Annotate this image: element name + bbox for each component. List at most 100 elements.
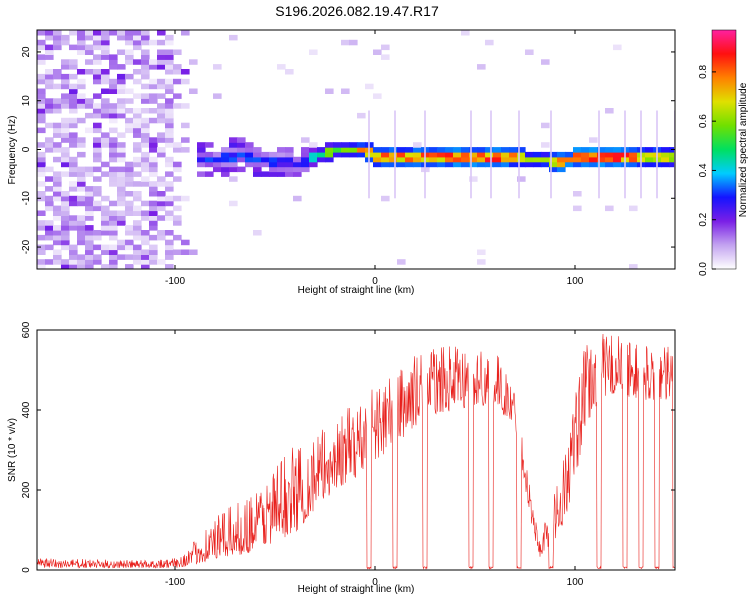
snr-y-label: SNR (10 * v/v)	[7, 418, 18, 482]
heatmap-cell	[597, 156, 606, 163]
heatmap-cell	[325, 88, 334, 94]
heatmap-cell	[101, 205, 110, 212]
heatmap-cell	[109, 78, 118, 85]
heatmap-cell	[37, 142, 46, 148]
heatmap-streak	[424, 110, 426, 199]
heatmap-cell	[69, 98, 78, 104]
heatmap-cell	[53, 83, 62, 90]
heatmap-cell	[93, 54, 102, 60]
heatmap-cell	[53, 195, 62, 202]
heatmap-cell	[133, 122, 142, 129]
heatmap-cell	[61, 210, 70, 216]
heatmap-cell	[141, 249, 150, 255]
heatmap-cell	[661, 147, 670, 153]
heatmap-cell	[413, 161, 422, 168]
heatmap-cell	[149, 117, 158, 124]
heatmap-cell	[37, 44, 46, 51]
heatmap-cell	[77, 93, 86, 99]
heatmap-cell	[133, 78, 142, 85]
heatmap-cell	[165, 200, 174, 207]
heatmap-cell	[277, 147, 286, 153]
heatmap-cell	[53, 205, 62, 212]
heatmap-cell	[285, 147, 294, 153]
heatmap-cell	[453, 147, 462, 153]
heatmap-cell	[149, 98, 158, 104]
heatmap-cell	[37, 59, 46, 65]
heatmap-cell	[485, 147, 494, 153]
heatmap-cell	[37, 151, 46, 158]
heatmap-cell	[661, 161, 670, 168]
heatmap-cell	[157, 205, 166, 212]
heatmap-cell	[77, 83, 86, 90]
heatmap-cell	[109, 254, 118, 260]
heatmap-cell	[141, 151, 150, 158]
heatmap-cell	[85, 98, 94, 104]
heatmap-cell	[173, 220, 182, 226]
heatmap-cell	[205, 171, 214, 177]
heatmap-cell	[229, 142, 238, 148]
heatmap-cell	[53, 39, 62, 46]
heatmap-cell	[373, 151, 382, 158]
heatmap-cell	[309, 147, 318, 153]
heatmap-cell	[229, 34, 238, 41]
heatmap-cell	[77, 254, 86, 260]
heatmap-cell	[109, 259, 118, 265]
heatmap-cell	[117, 220, 126, 226]
heatmap-cell	[277, 171, 286, 177]
heatmap-cell	[101, 54, 110, 60]
heatmap-cell	[589, 137, 598, 143]
heatmap-cell	[149, 181, 158, 187]
heatmap-cell	[85, 34, 94, 41]
heatmap-cell	[229, 166, 238, 173]
heatmap-cell	[125, 98, 134, 104]
heatmap-cell	[165, 181, 174, 187]
heatmap-cell	[141, 83, 150, 90]
heatmap-cell	[53, 156, 62, 163]
heatmap-cell	[285, 161, 294, 168]
heatmap-cell	[197, 156, 206, 163]
heatmap-cell	[117, 132, 126, 138]
heatmap-cell	[117, 73, 126, 80]
heatmap-cell	[77, 225, 86, 231]
snr-ticks: -100 0 100 0 200 400 600	[21, 321, 675, 588]
heatmap-cell	[53, 132, 62, 138]
heatmap-cell	[61, 200, 70, 207]
heatmap-cell	[117, 210, 126, 216]
heatmap-cell	[181, 137, 190, 143]
heatmap-cell	[61, 127, 70, 134]
heatmap-cell	[53, 210, 62, 216]
heatmap-cell	[253, 230, 262, 236]
heatmap-cell	[197, 171, 206, 177]
heatmap-cell	[333, 147, 342, 153]
heatmap-cell	[53, 122, 62, 129]
heatmap-cell	[125, 122, 134, 129]
heatmap-cell	[477, 249, 486, 255]
heatmap-cell	[37, 108, 46, 114]
heatmap-cell	[453, 156, 462, 163]
heatmap-cell	[157, 215, 166, 221]
heatmap-cell	[149, 108, 158, 114]
heatmap-cell	[77, 117, 86, 124]
heatmap-cell	[381, 147, 390, 153]
heatmap-cell	[469, 151, 478, 158]
heatmap-cell	[165, 249, 174, 255]
heatmap-cell	[525, 49, 534, 55]
heatmap-cell	[77, 166, 86, 173]
heatmap-cell	[125, 39, 134, 46]
heatmap-cell	[173, 69, 182, 75]
heatmap-cell	[109, 249, 118, 255]
heatmap-cell	[61, 161, 70, 168]
heatmap-cell	[405, 147, 414, 153]
heatmap-cell	[77, 44, 86, 51]
heatmap-cell	[229, 176, 238, 182]
heatmap-cell	[181, 249, 190, 255]
heatmap-cell	[485, 39, 494, 46]
heatmap-cell	[45, 142, 54, 148]
heatmap-cell	[69, 44, 78, 51]
heatmap-cell	[93, 59, 102, 65]
heatmap-cell	[117, 195, 126, 202]
heatmap-cell	[573, 161, 582, 168]
snr-y-tick-label: 0	[21, 567, 32, 573]
heatmap-cell	[125, 108, 134, 114]
